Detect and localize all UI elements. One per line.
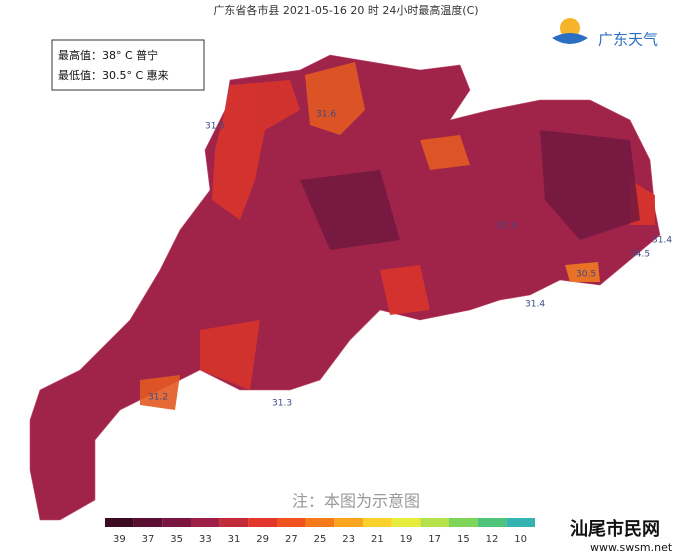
title: 广东省各市县 2021-05-16 20 时 24小时最高温度(C) (213, 3, 478, 17)
legend-label: 21 (371, 534, 384, 545)
legend-swatch (277, 518, 306, 527)
legend-swatch (391, 518, 421, 527)
note: 注：本图为示意图 (292, 492, 420, 511)
legend-swatch (162, 518, 191, 527)
legend-swatch (420, 518, 449, 527)
stat-max: 最高值：38° C 普宁 (58, 48, 158, 62)
value-label: 31.5 (205, 122, 225, 132)
value-label: 31.2 (148, 393, 168, 403)
logo-cloud (552, 33, 588, 44)
value-label: 31.3 (272, 399, 292, 409)
dark-regions (300, 130, 640, 250)
legend-swatch (477, 518, 507, 527)
logo-text: 广东天气 (598, 31, 658, 49)
legend-swatch (363, 518, 392, 527)
legend-swatch (334, 518, 363, 527)
legend-swatch (449, 518, 478, 527)
legend-label: 31 (228, 534, 241, 545)
value-label: 37.3 (496, 222, 516, 232)
value-label: 30.5 (576, 270, 596, 280)
logo-sun (560, 18, 580, 38)
legend-label: 19 (400, 534, 413, 545)
legend-label: 33 (199, 534, 212, 545)
legend-label: 10 (514, 534, 527, 545)
legend-label: 25 (314, 534, 327, 545)
legend-swatch (133, 518, 163, 527)
legend-label: 23 (342, 534, 355, 545)
legend-label: 15 (457, 534, 470, 545)
legend: 39 37 35 33 31 29 27 25 23 21 19 17 15 12 10 (105, 518, 535, 545)
value-label: 34.5 (630, 250, 650, 260)
legend-label: 29 (256, 534, 269, 545)
watermark-site: 汕尾市民网 (570, 518, 660, 540)
legend-swatch (506, 518, 535, 527)
legend-label: 39 (113, 534, 126, 545)
legend-label: 27 (285, 534, 298, 545)
legend-label: 12 (486, 534, 499, 545)
province-map (29, 54, 661, 521)
legend-swatch (105, 518, 134, 527)
stat-min: 最低值：30.5° C 惠来 (58, 68, 169, 82)
value-label: 31.6 (316, 110, 336, 120)
value-label: 31.4 (525, 300, 545, 310)
legend-label: 17 (428, 534, 441, 545)
watermark-url: www.swsm.net (590, 541, 673, 554)
legend-swatch (248, 518, 277, 527)
legend-swatch (191, 518, 220, 527)
value-label: 31.4 (652, 236, 672, 246)
legend-label: 35 (170, 534, 183, 545)
legend-swatch (219, 518, 249, 527)
legend-label: 37 (142, 534, 155, 545)
stats-box (51, 39, 205, 91)
legend-swatch (305, 518, 335, 527)
